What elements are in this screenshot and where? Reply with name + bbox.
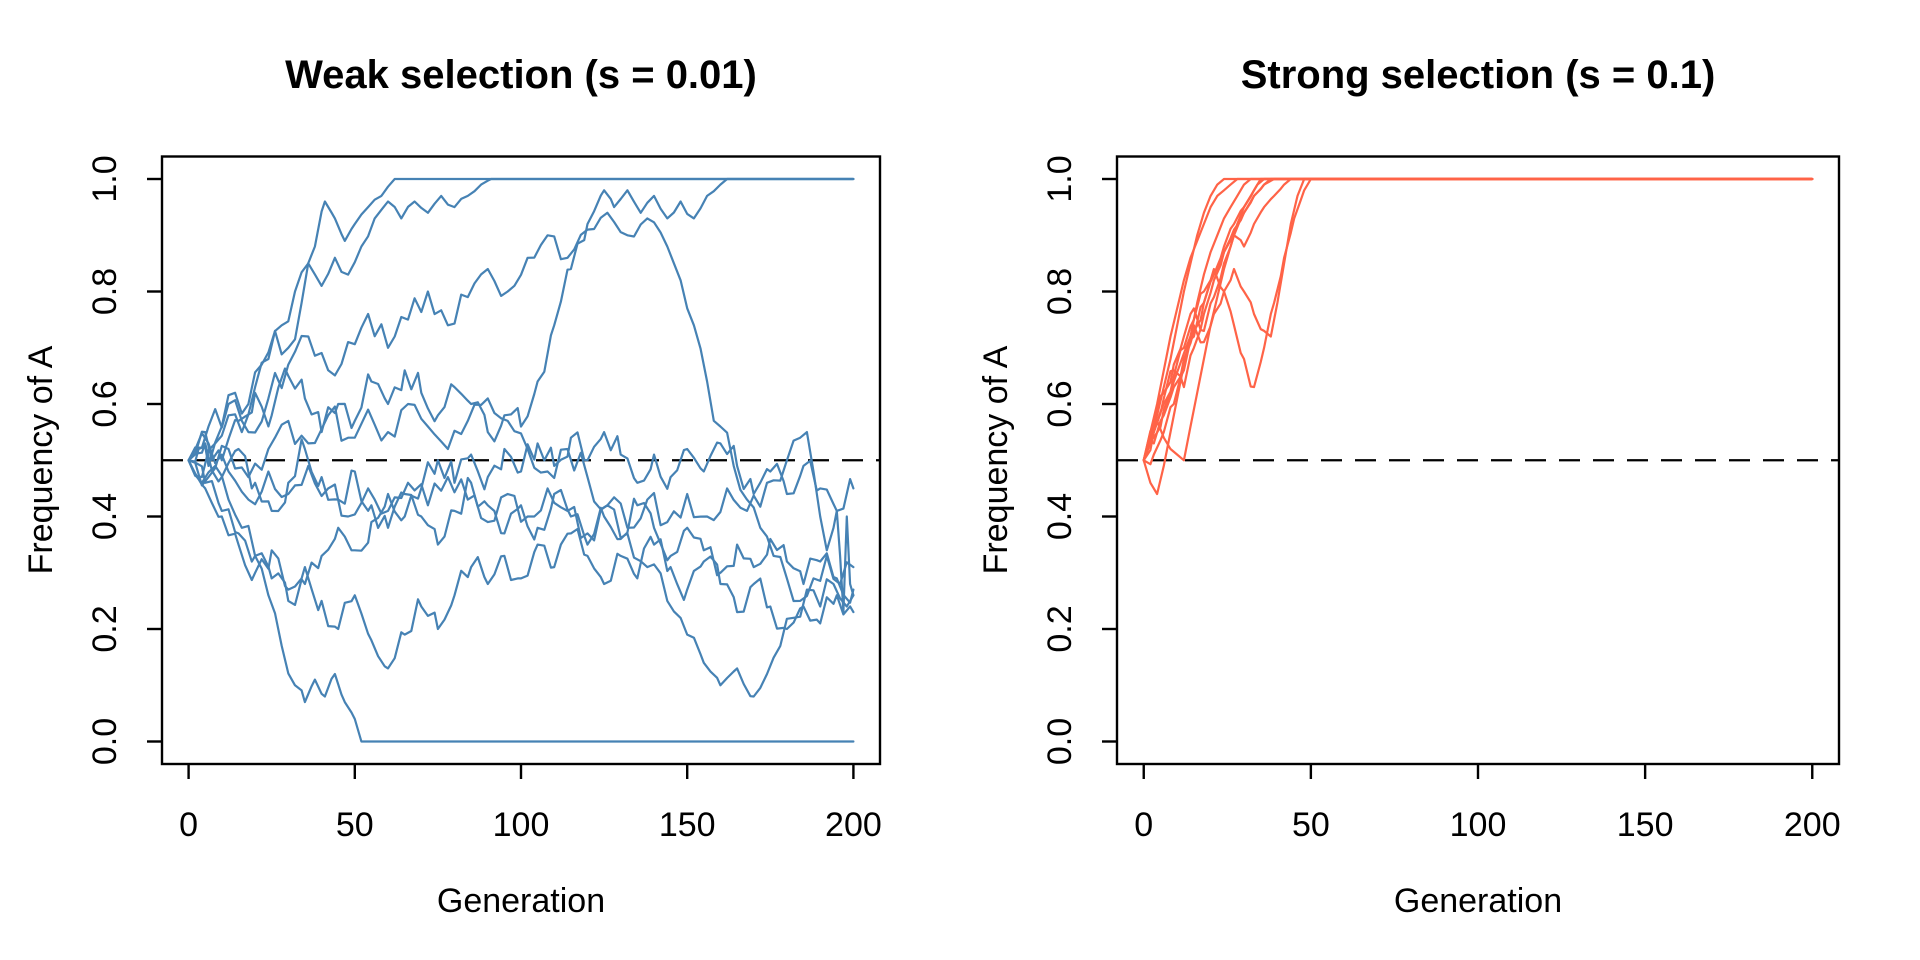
y-axis-tick-label: 0.8: [1041, 268, 1079, 315]
panel-strong-y-axis-label: Frequency of A: [977, 345, 1015, 574]
trajectory-line-replicate-10: [1142, 177, 1814, 466]
trajectory-line-replicate-8: [187, 397, 855, 698]
x-axis-tick-label: 100: [1450, 806, 1507, 844]
x-axis-tick-label: 100: [493, 806, 550, 844]
y-axis-tick-label: 1.0: [86, 155, 124, 202]
y-axis-tick-label: 0.2: [1041, 605, 1079, 652]
trajectory-line-replicate-10: [187, 431, 855, 607]
trajectory-line-replicate-1: [1142, 177, 1814, 462]
y-axis-tick-label: 0.6: [86, 380, 124, 427]
trajectory-line-replicate-3: [1142, 177, 1814, 462]
panel-weak-selection: Weak selection (s = 0.01) Frequency of A…: [22, 53, 882, 920]
trajectory-line-replicate-9: [1142, 177, 1814, 462]
trajectory-line-replicate-2: [187, 177, 855, 479]
trajectory-line-replicate-3: [187, 177, 855, 462]
y-axis-tick-label: 0.4: [86, 493, 124, 540]
panel-weak-title: Weak selection (s = 0.01): [285, 53, 757, 97]
x-axis-tick-label: 150: [659, 806, 716, 844]
y-axis-tick-label: 0.8: [86, 268, 124, 315]
panel-strong-plot-area: 0 50 100 150 200 0.0 0.2 0.4 0.6 0.8 1.0: [1041, 155, 1841, 844]
panel-weak-x-axis-label: Generation: [437, 882, 605, 920]
x-axis-tick-label: 0: [1134, 806, 1153, 844]
trajectory-line-replicate-7: [1142, 177, 1814, 462]
trajectory-line-replicate-5: [1142, 177, 1814, 462]
y-axis-tick-label: 0.0: [1041, 718, 1079, 765]
panel-weak-plot-area: 0 50 100 150 200 0.0 0.2 0.4 0.6 0.8 1.0: [86, 155, 882, 844]
panel-weak-y-axis-label: Frequency of A: [22, 345, 60, 574]
y-axis-tick-label: 0.2: [86, 605, 124, 652]
trajectory-line-replicate-9: [187, 431, 855, 614]
panel-strong-title: Strong selection (s = 0.1): [1241, 53, 1716, 97]
trajectory-line-replicate-8: [1142, 177, 1814, 462]
y-axis-tick-label: 0.4: [1041, 493, 1079, 540]
panel-strong-x-axis-label: Generation: [1394, 882, 1562, 920]
x-axis-tick-label: 150: [1617, 806, 1674, 844]
panel-strong-selection: Strong selection (s = 0.1) Frequency of …: [977, 53, 1841, 920]
x-axis-tick-label: 50: [336, 806, 374, 844]
x-axis-tick-label: 50: [1292, 806, 1330, 844]
x-axis-tick-label: 200: [1784, 806, 1841, 844]
trajectory-line-replicate-2: [1142, 177, 1814, 496]
y-axis-tick-label: 0.0: [86, 718, 124, 765]
trajectory-line-replicate-1: [187, 177, 855, 467]
x-axis-tick-label: 200: [825, 806, 882, 844]
trajectory-line-replicate-6: [187, 438, 855, 604]
y-axis-tick-label: 0.6: [1041, 380, 1079, 427]
x-axis-tick-label: 0: [179, 806, 198, 844]
trajectory-line-replicate-7: [187, 211, 855, 603]
y-axis-tick-label: 1.0: [1041, 155, 1079, 202]
trajectory-line-replicate-6: [1142, 177, 1814, 462]
trajectory-line-replicate-4: [1142, 177, 1814, 462]
